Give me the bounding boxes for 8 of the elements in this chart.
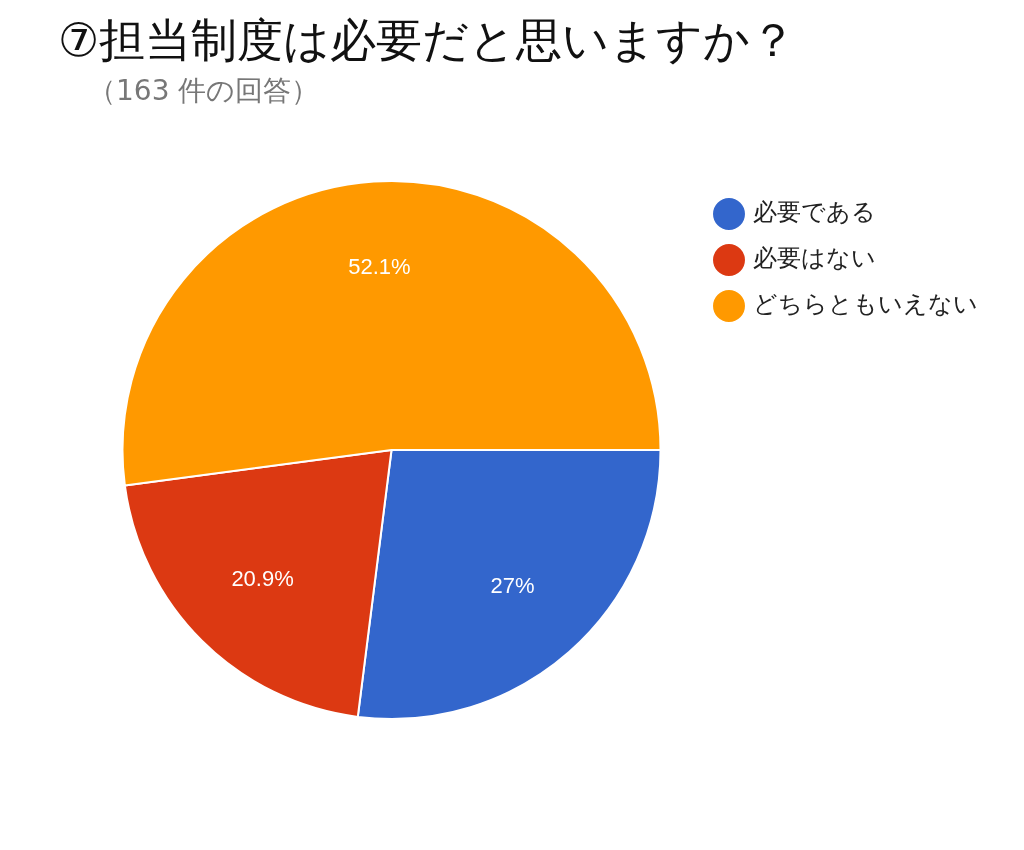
- chart-subtitle: （163 件の回答）: [88, 73, 321, 109]
- legend-label: どちらともいえない: [753, 290, 978, 319]
- data-label: 52.1%: [348, 253, 411, 279]
- data-label: 20.9%: [231, 565, 294, 591]
- legend-label: 必要である: [753, 198, 876, 227]
- chart-title: ⑦担当制度は必要だと思いますか？: [58, 12, 798, 68]
- data-label: 27%: [490, 573, 535, 599]
- legend-label: 必要はない: [753, 244, 876, 273]
